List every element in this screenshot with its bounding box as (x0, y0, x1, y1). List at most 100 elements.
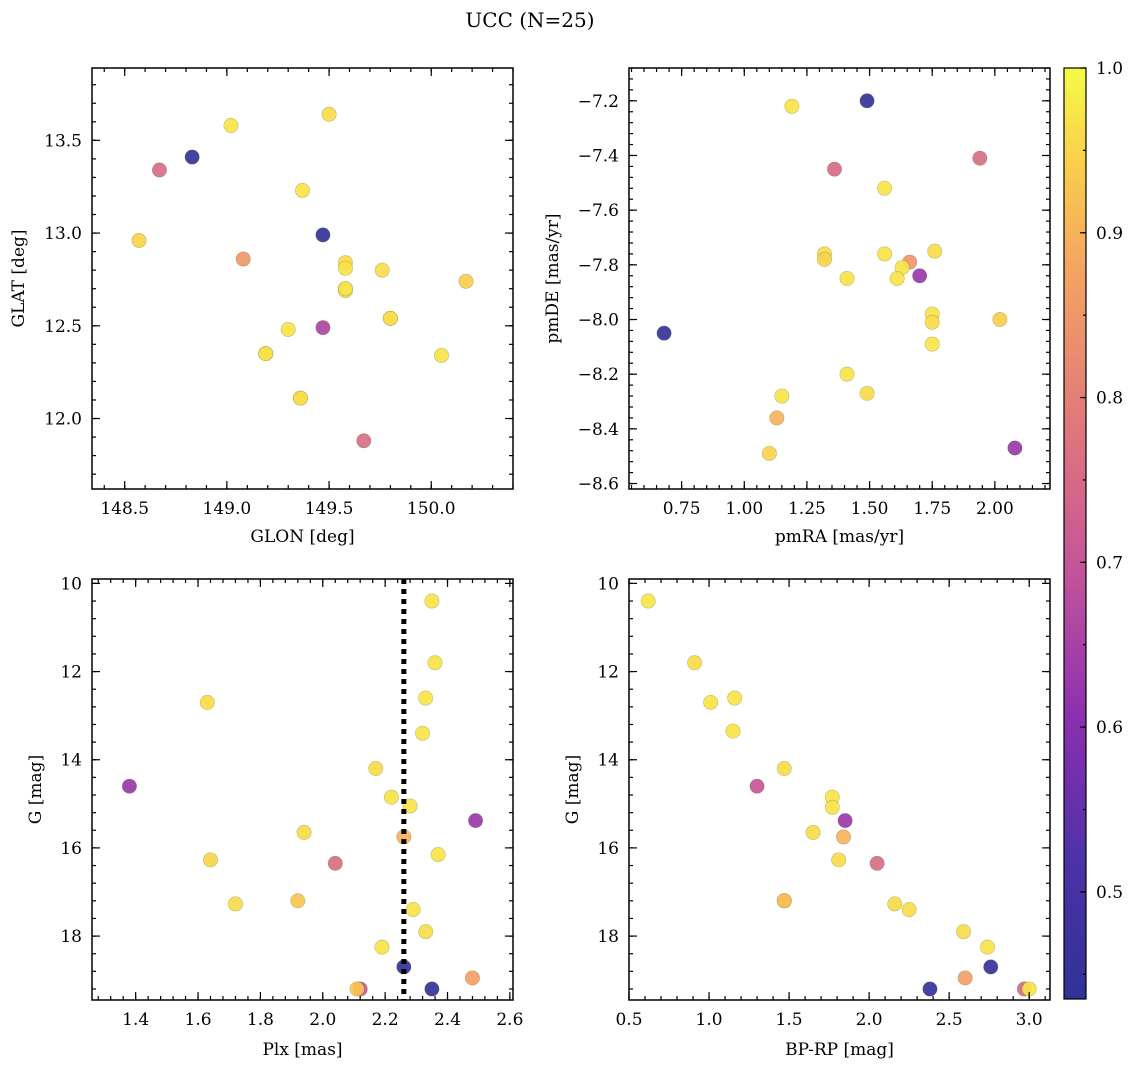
scatter-point (223, 117, 239, 133)
scatter-point (924, 314, 940, 330)
scatter-point (433, 347, 449, 363)
scatter-point (458, 273, 474, 289)
x-tick-label: 2.6 (496, 1010, 523, 1030)
scatter-point (776, 761, 792, 777)
axis-ticks: 0.75 1.00 1.25 1.50 1.75 2.00 −8.6 −8.4 −8.2 −8.0… (578, 67, 1050, 519)
scatter-point (203, 852, 219, 868)
panel-plx-g: 1.4 1.6 1.8 2.0 2.2 2.4 2.6 10 12 14 16 18 Plx [mas… (26, 574, 523, 1060)
scatter-point (924, 336, 940, 352)
scatter-points (121, 593, 484, 997)
axes-frame (91, 578, 514, 1001)
y-tick-label: 14 (60, 751, 82, 771)
scatter-point (337, 260, 353, 276)
scatter-point (889, 270, 905, 286)
scatter-point (957, 970, 973, 986)
scatter-point (761, 445, 777, 461)
x-axis-label: GLON [deg] (250, 527, 354, 547)
scatter-point (640, 593, 656, 609)
scatter-point (280, 322, 296, 338)
scatter-point (877, 180, 893, 196)
colorbar-ticks: 0.5 0.6 0.7 0.8 0.9 1.0 (1080, 59, 1123, 975)
scatter-point (235, 251, 251, 267)
x-tick-label: 1.00 (725, 499, 763, 519)
colorbar: 0.5 0.6 0.7 0.8 0.9 1.0 (1063, 59, 1123, 1000)
scatter-point (464, 970, 480, 986)
scatter-point (382, 310, 398, 326)
x-axis-label: BP-RP [mag] (785, 1040, 894, 1060)
x-tick-label: 149.0 (203, 499, 252, 519)
scatter-points (656, 93, 1023, 461)
y-tick-label: 13.5 (44, 131, 82, 151)
y-tick-label: −7.2 (578, 92, 619, 112)
scatter-point (839, 270, 855, 286)
x-axis-label: pmRA [mas/yr] (775, 527, 904, 547)
y-tick-label: 12 (60, 663, 82, 683)
scatter-point (290, 893, 306, 909)
scatter-point (415, 725, 431, 741)
y-tick-label: −8.4 (578, 420, 619, 440)
y-tick-label: −7.8 (578, 256, 619, 276)
y-tick-label: −7.6 (578, 201, 619, 221)
scatter-point (972, 150, 988, 166)
scatter-point (424, 981, 440, 997)
scatter-point (824, 799, 840, 815)
y-tick-label: 13.0 (44, 224, 82, 244)
scatter-point (427, 655, 443, 671)
y-tick-label: 10 (60, 574, 82, 594)
colorbar-tick-label: 0.5 (1096, 883, 1123, 903)
scatter-point (784, 98, 800, 114)
scatter-point (292, 390, 308, 406)
panel-glon-glat: 148.5 149.0 149.5 150.0 12.0 12.5 13.0 13.5 GLO… (9, 67, 514, 547)
scatter-point (877, 246, 893, 262)
colorbar-tick-label: 0.7 (1096, 553, 1123, 573)
scatter-point (826, 161, 842, 177)
scatter-point (769, 410, 785, 426)
scatter-point (725, 723, 741, 739)
x-tick-label: 150.0 (407, 499, 456, 519)
scatter-point (727, 690, 743, 706)
scatter-point (327, 855, 343, 871)
x-tick-label: 1.75 (913, 499, 951, 519)
colorbar-tick-label: 0.6 (1096, 718, 1123, 738)
scatter-point (992, 312, 1008, 328)
y-tick-label: 18 (597, 927, 619, 947)
scatter-point (296, 824, 312, 840)
scatter-point (315, 227, 331, 243)
y-axis-label: GLAT [deg] (9, 229, 29, 327)
scatter-point (912, 268, 928, 284)
panel-pmra-pmde: 0.75 1.00 1.25 1.50 1.75 2.00 −8.6 −8.4 −8.2 −8.0… (543, 67, 1051, 547)
x-tick-label: 2.5 (936, 1010, 963, 1030)
y-axis-label: pmDE [mas/yr] (543, 213, 563, 343)
y-tick-label: 18 (60, 927, 82, 947)
scatter-point (901, 902, 917, 918)
axes-frame (628, 67, 1051, 490)
scatter-points (131, 106, 474, 449)
x-tick-label: 1.8 (247, 1010, 274, 1030)
scatter-point (368, 761, 384, 777)
x-tick-label: 1.6 (185, 1010, 212, 1030)
scatter-point (424, 593, 440, 609)
scatter-point (836, 829, 852, 845)
scatter-point (383, 789, 399, 805)
scatter-point (258, 346, 274, 362)
scatter-point (839, 366, 855, 382)
axis-ticks: 1.4 1.6 1.8 2.0 2.2 2.4 2.6 10 12 14 16 18 (60, 574, 523, 1030)
scatter-point (983, 959, 999, 975)
scatter-point (837, 813, 853, 829)
x-tick-label: 3.0 (1016, 1010, 1043, 1030)
scatter-point (402, 798, 418, 814)
scatter-point (776, 893, 792, 909)
y-tick-label: 10 (597, 574, 619, 594)
scatter-point (374, 939, 390, 955)
scatter-point (418, 924, 434, 940)
scatter-point (337, 281, 353, 297)
x-tick-label: 2.4 (434, 1010, 461, 1030)
scatter-point (227, 896, 243, 912)
scatter-point (656, 325, 672, 341)
y-tick-label: −8.6 (578, 475, 619, 495)
y-tick-label: 12 (597, 663, 619, 683)
x-tick-label: 1.4 (122, 1010, 149, 1030)
x-tick-label: 149.5 (305, 499, 354, 519)
axis-ticks: 0.5 1.0 1.5 2.0 2.5 3.0 10 12 14 16 18 (597, 574, 1050, 1030)
